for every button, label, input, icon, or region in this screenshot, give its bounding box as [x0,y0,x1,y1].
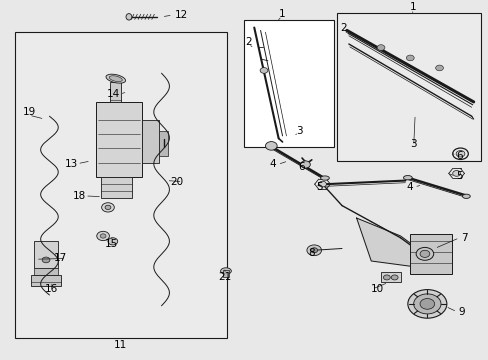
Text: 4: 4 [269,159,276,170]
Circle shape [306,245,321,256]
Text: 3: 3 [295,126,302,135]
Text: 11: 11 [113,340,126,350]
Text: 10: 10 [370,284,384,294]
Text: 7: 7 [460,233,466,243]
Bar [34,241,58,268]
Text: 4: 4 [405,182,412,192]
Text: 6: 6 [456,151,463,161]
Text: 1: 1 [278,9,285,19]
Circle shape [452,171,460,176]
Circle shape [265,141,277,150]
Bar [380,273,400,283]
Text: 2: 2 [244,37,251,47]
Circle shape [413,294,440,314]
Ellipse shape [403,176,411,180]
Text: 21: 21 [218,272,231,282]
Bar [159,131,167,156]
Circle shape [383,275,389,280]
Bar [34,268,58,275]
Bar [31,275,61,286]
Bar [243,20,333,147]
Bar [409,234,451,274]
Text: 9: 9 [457,307,464,317]
Circle shape [455,150,464,157]
Bar [223,270,228,277]
Text: 15: 15 [105,239,118,249]
Text: 16: 16 [45,284,59,294]
Circle shape [300,161,310,168]
Circle shape [310,248,317,253]
Bar [110,82,121,102]
Circle shape [407,289,446,318]
Circle shape [105,205,111,210]
Circle shape [42,257,50,263]
Circle shape [415,247,433,260]
Text: 18: 18 [72,191,86,201]
Ellipse shape [320,176,329,180]
Text: 8: 8 [308,248,314,258]
Text: 19: 19 [22,107,36,117]
Text: 5: 5 [455,171,462,181]
Text: 14: 14 [107,89,120,99]
Bar [15,32,227,338]
Circle shape [97,231,109,240]
Bar [101,177,132,198]
Ellipse shape [126,14,132,20]
Circle shape [100,234,106,238]
Ellipse shape [106,74,125,83]
Ellipse shape [220,268,231,274]
Text: 3: 3 [409,139,416,149]
Text: 6: 6 [298,162,305,172]
Text: 1: 1 [408,2,415,12]
Text: 17: 17 [54,253,67,264]
Circle shape [318,181,326,187]
Text: 5: 5 [315,182,322,192]
Text: 12: 12 [174,10,187,20]
Ellipse shape [109,76,122,82]
Ellipse shape [462,194,469,198]
Bar [142,120,159,163]
Circle shape [102,203,114,212]
Bar [336,13,480,161]
Text: 20: 20 [170,177,183,186]
Circle shape [406,55,413,61]
Circle shape [419,250,429,257]
Circle shape [435,65,443,71]
Text: 2: 2 [340,23,346,33]
Bar [96,102,142,177]
Circle shape [108,238,118,245]
Circle shape [260,68,267,73]
Circle shape [419,298,434,309]
Polygon shape [356,218,424,268]
Text: 13: 13 [64,159,78,169]
Circle shape [376,45,384,50]
Circle shape [390,275,397,280]
